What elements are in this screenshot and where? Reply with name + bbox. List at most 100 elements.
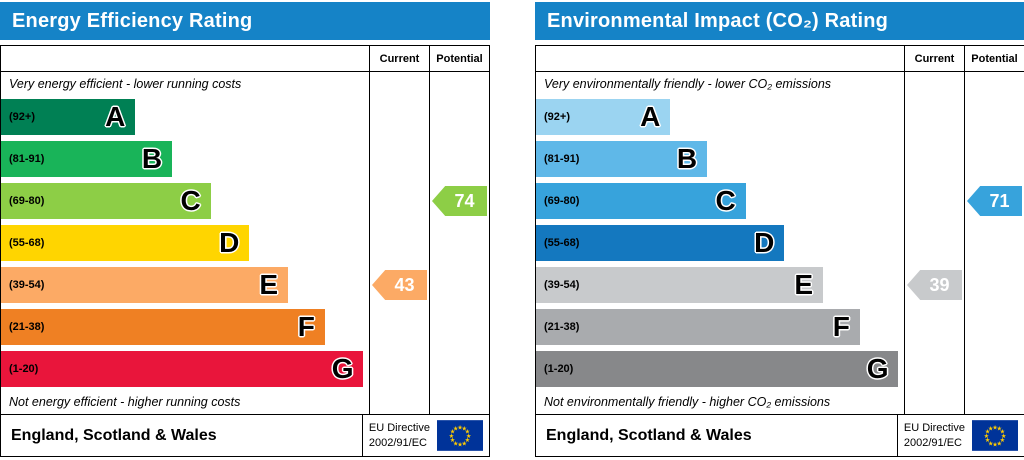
band-b-bar: (81-91) B: [536, 141, 708, 177]
band-d-letter: D: [219, 227, 240, 258]
band-c: (69-80) C: [536, 180, 904, 222]
svg-text:★: ★: [462, 425, 468, 432]
svg-text:★: ★: [985, 429, 991, 436]
potential-rating-arrow: 74: [432, 186, 487, 216]
band-e-range: (39-54): [9, 279, 45, 291]
band-b-range: (81-91): [544, 153, 580, 165]
band-g-bar: (1-20) G: [536, 351, 899, 387]
band-f-letter: F: [297, 311, 315, 342]
chart-footer: England, Scotland & Wales EU Directive 2…: [1, 414, 489, 456]
current-column-header: Current: [369, 46, 429, 71]
band-e-range: (39-54): [544, 279, 580, 291]
top-caption: Very energy efficient - lower running co…: [9, 77, 242, 91]
svg-text:★: ★: [1000, 437, 1006, 444]
svg-text:★: ★: [988, 440, 994, 447]
energy-chart-title-bar: Energy Efficiency Rating: [0, 2, 490, 40]
eu-flag-icon: ★★★ ★★★ ★★★ ★★★: [437, 420, 483, 451]
energy-rating-table: Current Potential Very energy efficient …: [0, 45, 490, 457]
band-e: (39-54) E: [1, 264, 369, 306]
column-header-row: Current Potential: [536, 46, 1024, 72]
band-a: (92+) A: [536, 96, 904, 138]
svg-text:★: ★: [453, 440, 459, 447]
environmental-chart-title: Environmental Impact (CO₂) Rating: [547, 9, 889, 32]
svg-text:★: ★: [465, 429, 471, 436]
current-rating-value: 43: [394, 274, 415, 295]
band-b: (81-91) B: [1, 138, 369, 180]
bottom-caption: Not energy efficient - higher running co…: [9, 395, 241, 409]
band-f: (21-38) F: [536, 306, 904, 348]
band-e: (39-54) E: [536, 264, 904, 306]
svg-text:★: ★: [997, 425, 1003, 432]
band-b-letter: B: [141, 143, 163, 174]
band-f-bar: (21-38) F: [536, 309, 860, 345]
band-e-bar: (39-54) E: [536, 267, 824, 303]
band-c-range: (69-80): [9, 195, 45, 207]
svg-text:★: ★: [992, 424, 998, 431]
potential-column: 74: [429, 72, 489, 414]
band-a-letter: A: [105, 101, 126, 132]
svg-text:★: ★: [457, 442, 463, 449]
band-b-range: (81-91): [9, 153, 45, 165]
band-a-range: (92+): [544, 111, 570, 123]
environmental-chart-title-bar: Environmental Impact (CO₂) Rating: [535, 2, 1024, 40]
eu-directive-line2: 2002/91/EC: [903, 436, 962, 449]
eu-directive-text: EU Directive 2002/91/EC: [904, 421, 965, 450]
column-header-row: Current Potential: [1, 46, 489, 72]
svg-text:★: ★: [450, 429, 456, 436]
svg-text:★: ★: [450, 437, 456, 444]
potential-column-header: Potential: [964, 46, 1024, 71]
band-d: (55-68) D: [1, 222, 369, 264]
band-b-bar: (81-91) B: [1, 141, 173, 177]
eu-directive-line2: 2002/91/EC: [368, 436, 427, 449]
band-e-letter: E: [794, 269, 814, 300]
band-c-letter: C: [715, 185, 736, 216]
environmental-rating-table: Current Potential Very environmentally f…: [535, 45, 1024, 457]
energy-efficiency-rating-chart: Energy Efficiency Rating Current Potenti…: [0, 2, 490, 457]
svg-text:★: ★: [988, 425, 994, 432]
current-column: 43: [369, 72, 429, 414]
footer-directive-section: EU Directive 2002/91/EC ★ ★ ★ ★ ★ ★ ★ ★ ★ ★ ★ ★: [361, 415, 489, 456]
band-e-bar: (39-54) E: [1, 267, 289, 303]
band-d-range: (55-68): [9, 237, 45, 249]
band-c: (69-80) C: [1, 180, 369, 222]
svg-text:★: ★: [985, 437, 991, 444]
eu-directive-line1: EU Directive: [368, 422, 430, 435]
band-f-bar: (21-38) F: [1, 309, 325, 345]
column-header-spacer: [1, 46, 369, 71]
band-d-letter: D: [754, 227, 775, 258]
svg-text:★: ★: [1001, 433, 1007, 440]
band-f: (21-38) F: [1, 306, 369, 348]
svg-text:★: ★: [1000, 429, 1006, 436]
footer-region: England, Scotland & Wales: [546, 426, 752, 444]
band-c-letter: C: [180, 185, 201, 216]
svg-text:★: ★: [453, 425, 459, 432]
current-rating-arrow: 39: [907, 270, 962, 300]
band-d-range: (55-68): [544, 237, 580, 249]
svg-text:★: ★: [462, 440, 468, 447]
potential-rating-value: 74: [454, 190, 475, 211]
svg-text:★: ★: [465, 437, 471, 444]
current-column-header: Current: [904, 46, 964, 71]
potential-rating-value: 71: [989, 190, 1010, 211]
column-header-spacer: [536, 46, 904, 71]
bands-column: Very energy efficient - lower running co…: [1, 72, 369, 414]
band-g-letter: G: [331, 353, 354, 384]
band-g-bar: (1-20) G: [1, 351, 364, 387]
band-a-bar: (92+) A: [1, 99, 136, 135]
eu-directive-text: EU Directive 2002/91/EC: [369, 421, 430, 450]
rating-table-body: Very environmentally friendly - lower CO…: [536, 72, 1024, 414]
svg-text:★: ★: [457, 424, 463, 431]
svg-text:★: ★: [997, 440, 1003, 447]
band-c-bar: (69-80) C: [536, 183, 746, 219]
svg-text:★: ★: [466, 433, 472, 440]
band-d-bar: (55-68) D: [1, 225, 250, 261]
band-a: (92+) A: [1, 96, 369, 138]
band-a-range: (92+): [9, 111, 35, 123]
current-rating-arrow: 43: [372, 270, 427, 300]
potential-rating-arrow: 71: [967, 186, 1022, 216]
band-a-letter: A: [640, 101, 661, 132]
band-f-range: (21-38): [544, 321, 580, 333]
svg-text:★: ★: [992, 442, 998, 449]
band-b: (81-91) B: [536, 138, 904, 180]
